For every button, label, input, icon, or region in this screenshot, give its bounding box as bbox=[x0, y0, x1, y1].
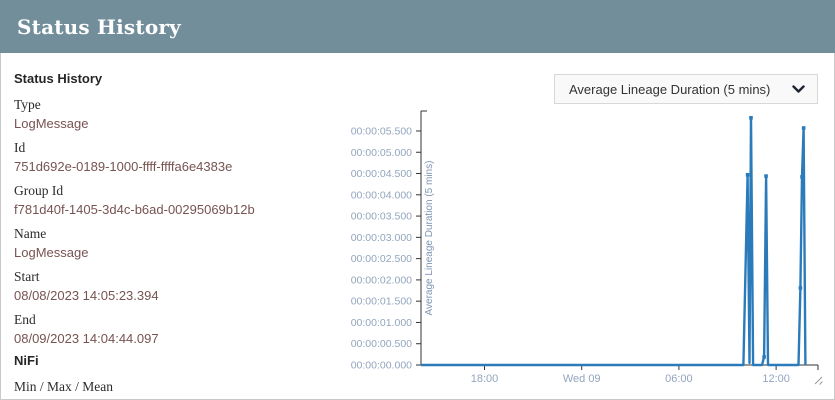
data-point-marker bbox=[749, 115, 753, 120]
y-axis-tick-label: 00:00:05.500 bbox=[351, 125, 412, 137]
field-end: End 08/09/2023 14:04:44.097 bbox=[14, 310, 344, 348]
x-axis-tick-label: 06:00 bbox=[665, 373, 693, 385]
field-value: 08/08/2023 14:05:23.394 bbox=[14, 288, 159, 303]
data-point-marker bbox=[762, 355, 766, 359]
details-heading: Status History bbox=[14, 71, 103, 86]
field-value: 08/09/2023 14:04:44.097 bbox=[14, 331, 159, 346]
y-axis-tick-label: 00:00:05.000 bbox=[351, 147, 412, 159]
y-axis-tick-label: 00:00:03.000 bbox=[351, 232, 412, 244]
data-point-marker bbox=[798, 286, 803, 290]
field-id: Id 751d692e-0189-1000-ffff-ffffa6e4383e bbox=[14, 138, 344, 176]
nifi-node-heading: NiFi bbox=[14, 353, 39, 368]
y-axis-tick-label: 00:00:01.000 bbox=[351, 317, 412, 329]
field-label: Name bbox=[14, 226, 47, 241]
y-axis-tick-label: 00:00:03.500 bbox=[351, 211, 412, 223]
y-axis-tick-label: 00:00:02.000 bbox=[351, 274, 412, 286]
field-label: Group Id bbox=[14, 183, 64, 198]
data-point-marker bbox=[745, 173, 750, 177]
field-type: Type LogMessage bbox=[14, 95, 344, 133]
chevron-down-icon bbox=[792, 84, 805, 93]
dialog-title: Status History bbox=[17, 14, 181, 39]
field-value: f781d40f-1405-3d4c-b6ad-00295069b12b bbox=[14, 202, 255, 217]
field-value: 00:00:00.000 / 00:00:05.811 / 00:00:00.0… bbox=[14, 397, 344, 400]
field-value: LogMessage bbox=[14, 245, 89, 260]
y-axis-tick-label: 00:00:00.500 bbox=[351, 338, 412, 350]
x-axis-tick-label: 18:00 bbox=[471, 373, 499, 385]
y-axis-tick-label: 00:00:01.500 bbox=[351, 296, 412, 308]
resize-handle-icon[interactable] bbox=[811, 373, 825, 387]
data-point-marker bbox=[800, 175, 804, 179]
metric-select-value: Average Lineage Duration (5 mins) bbox=[569, 81, 771, 97]
x-axis-tick-label: Wed 09 bbox=[563, 373, 601, 385]
data-point-marker bbox=[764, 174, 768, 178]
field-label: Start bbox=[14, 269, 40, 284]
field-label: Type bbox=[14, 97, 41, 112]
field-group-id: Group Id f781d40f-1405-3d4c-b6ad-0029506… bbox=[14, 181, 344, 219]
dialog-header: Status History bbox=[0, 0, 835, 53]
field-value: LogMessage bbox=[14, 116, 89, 131]
field-label: Min / Max / Mean bbox=[14, 379, 113, 394]
y-axis-title: Average Lineage Duration (5 mins) bbox=[424, 161, 435, 316]
field-start: Start 08/08/2023 14:05:23.394 bbox=[14, 267, 344, 305]
y-axis-tick-label: 00:00:04.500 bbox=[351, 168, 412, 180]
field-label: Id bbox=[14, 140, 26, 155]
nifi-series-line bbox=[421, 116, 807, 367]
y-axis-tick-label: 00:00:00.000 bbox=[351, 360, 412, 372]
x-axis-tick-label: 12:00 bbox=[762, 373, 790, 385]
field-value: 751d692e-0189-1000-ffff-ffffa6e4383e bbox=[14, 159, 233, 174]
y-axis-tick-label: 00:00:02.500 bbox=[351, 253, 412, 265]
field-min-max-mean: Min / Max / Mean 00:00:00.000 / 00:00:05… bbox=[14, 377, 344, 400]
details-panel: Status History Type LogMessage Id 751d69… bbox=[14, 71, 344, 400]
metric-select-dropdown[interactable]: Average Lineage Duration (5 mins) bbox=[554, 74, 818, 104]
data-point-marker bbox=[801, 126, 806, 130]
lineage-duration-line-chart: 00:00:00.000 00:00:00.500 00:00:01.000 00:0… bbox=[351, 110, 819, 385]
field-label: End bbox=[14, 312, 36, 327]
y-axis-tick-label: 00:00:04.000 bbox=[351, 189, 412, 201]
field-name: Name LogMessage bbox=[14, 224, 344, 262]
